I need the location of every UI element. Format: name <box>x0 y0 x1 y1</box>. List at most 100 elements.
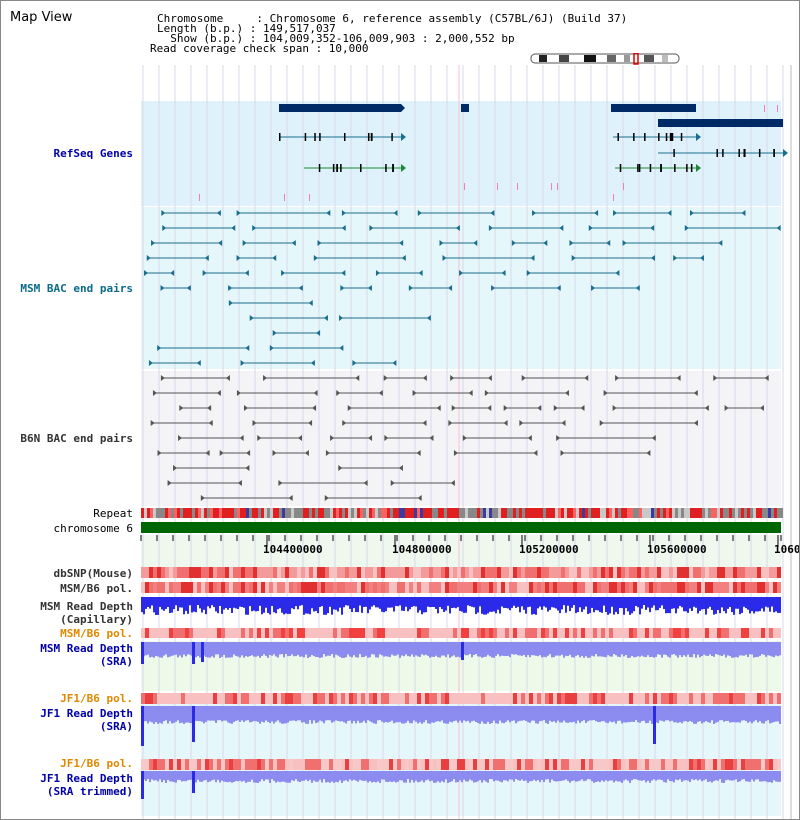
jf1-sra-depth <box>155 706 157 723</box>
jf1-trim-depth <box>177 771 179 780</box>
chromosome-ideogram[interactable] <box>529 53 683 65</box>
msm-b6-pol-segment <box>513 582 517 593</box>
msm-b6-pol-segment <box>149 582 153 593</box>
msm-bac-end <box>157 345 162 351</box>
jf1-sra-depth <box>327 706 329 721</box>
msm-b6-pol2-segment <box>773 628 777 638</box>
msm-cap-depth <box>425 597 427 613</box>
exon <box>360 164 362 172</box>
jf1-sra-depth <box>189 706 191 724</box>
jf1-trim-depth <box>411 771 413 781</box>
msm-cap-depth <box>599 597 601 613</box>
msm-b6-pol-segment <box>265 582 269 593</box>
jf1-trim-depth <box>569 771 571 783</box>
jf1-b6-pol2-segment <box>669 759 673 770</box>
msm-b6-pol-segment <box>213 582 217 593</box>
jf1-b6-pol-segment <box>317 693 321 704</box>
jf1-sra-depth <box>295 706 297 722</box>
jf1-sra-depth <box>217 706 219 721</box>
jf1-sra-depth <box>501 706 503 723</box>
dbsnp-segment <box>665 567 669 578</box>
msm-sra-depth <box>199 642 201 658</box>
jf1-b6-pol2-segment <box>681 759 685 770</box>
msm-sra-depth <box>619 642 621 658</box>
repeat-segment <box>711 508 714 518</box>
repeat-segment <box>498 508 501 518</box>
repeat-segment <box>240 508 243 518</box>
msm-cap-depth <box>343 597 345 608</box>
jf1-b6-pol2-segment <box>409 759 413 770</box>
jf1-b6-pol2-segment <box>725 759 729 770</box>
jf1-trim-depth <box>313 771 315 781</box>
msm-b6-pol2-segment <box>165 628 169 638</box>
jf1-trim-depth <box>367 771 369 783</box>
jf1-sra-depth <box>353 706 355 721</box>
msm-cap-depth <box>471 597 473 607</box>
jf1-trim-depth <box>747 771 749 782</box>
jf1-sra-depth <box>557 706 559 721</box>
msm-cap-depth <box>607 597 609 615</box>
msm-sra-depth-spike <box>141 642 144 664</box>
dbsnp-segment <box>233 567 237 578</box>
msm-bac-end <box>448 285 453 291</box>
jf1-trim-depth <box>581 771 583 780</box>
msm-bac-end <box>162 225 167 231</box>
jf1-b6-pol-segment <box>169 693 173 704</box>
msm-b6-pol-segment <box>401 582 405 593</box>
msm-cap-depth <box>491 597 493 612</box>
jf1-sra-depth <box>733 706 735 723</box>
jf1-b6-pol2-segment <box>177 759 181 770</box>
jf1-sra-depth <box>541 706 543 721</box>
msm-cap-depth <box>559 597 561 614</box>
jf1-trim-depth-spike <box>192 771 195 793</box>
repeat-segment <box>324 508 327 518</box>
jf1-sra-depth <box>219 706 221 721</box>
jf1-b6-pol-segment <box>713 693 717 704</box>
msm-cap-depth <box>711 597 713 611</box>
jf1-trim-depth <box>273 771 275 781</box>
b6n-bac-end <box>278 480 283 486</box>
jf1-trim-depth <box>583 771 585 782</box>
msm-b6-pol2-segment <box>385 628 389 638</box>
jf1-sra-depth <box>595 706 597 722</box>
jf1-b6-pol-segment <box>321 693 325 704</box>
b6n-bac-end <box>330 435 335 441</box>
jf1-sra-depth <box>681 706 683 724</box>
msm-cap-depth <box>199 597 201 609</box>
dbsnp-segment <box>353 567 357 578</box>
dbsnp-segment <box>265 567 269 578</box>
msm-cap-depth <box>681 597 683 608</box>
msm-sra-depth <box>629 642 631 658</box>
jf1-sra-depth <box>755 706 757 721</box>
msm-cap-depth <box>485 597 487 615</box>
jf1-trim-depth <box>685 771 687 781</box>
jf1-b6-pol2-segment <box>277 759 281 770</box>
jf1-b6-pol2-segment <box>633 759 637 770</box>
jf1-b6-pol-segment <box>389 693 393 704</box>
jf1-b6-pol-segment <box>257 693 261 704</box>
jf1-b6-pol-segment <box>553 693 557 704</box>
repeat-segment <box>459 508 462 518</box>
jf1-b6-pol-segment <box>361 693 365 704</box>
jf1-b6-pol2-segment <box>305 759 309 770</box>
jf1-sra-depth <box>629 706 631 723</box>
msm-cap-depth <box>399 597 401 606</box>
dbsnp-segment <box>561 567 565 578</box>
jf1-trim-depth <box>481 771 483 783</box>
jf1-b6-pol2-segment <box>169 759 173 770</box>
jf1-trim-depth <box>649 771 651 783</box>
msm-cap-depth <box>437 597 439 614</box>
msm-b6-pol-segment <box>737 582 741 593</box>
jf1-trim-depth <box>379 771 381 783</box>
msm-b6-pol2-segment <box>545 628 549 638</box>
jf1-sra-depth <box>449 706 451 722</box>
jf1-b6-pol2-segment <box>513 759 517 770</box>
jf1-b6-pol-segment <box>325 693 329 704</box>
jf1-sra-depth <box>473 706 475 721</box>
msm-bac-end <box>511 240 516 246</box>
msm-b6-pol-segment <box>761 582 765 593</box>
msm-b6-pol2-segment <box>417 628 421 638</box>
msm-b6-pol2-segment <box>413 628 417 638</box>
jf1-trim-depth <box>467 771 469 782</box>
